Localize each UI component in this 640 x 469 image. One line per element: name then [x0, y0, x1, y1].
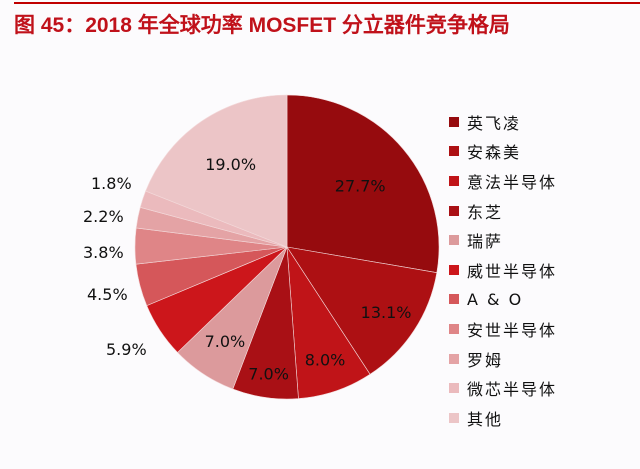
legend-swatch [449, 235, 459, 246]
legend-label: 瑞萨 [467, 232, 504, 252]
legend-label: 罗姆 [467, 350, 504, 370]
legend-label: 东芝 [467, 202, 504, 222]
legend-item-toshiba: 东芝 [449, 196, 557, 226]
legend-swatch [449, 205, 459, 216]
pie-slice [145, 94, 288, 248]
slice-label: 8.0% [305, 350, 346, 369]
legend-item-renesas: 瑞萨 [449, 225, 557, 255]
legend-item-microchip: 微芯半导体 [449, 373, 557, 403]
slice-label-microchip: 1.8% [91, 174, 132, 193]
legend-item-infineon: 英飞凌 [449, 107, 557, 137]
legend-item-ao: A & O [449, 285, 557, 315]
legend-label: 安森美 [467, 143, 522, 163]
chart-title: 图 45：2018 年全球功率 MOSFET 分立器件竞争格局 [14, 14, 510, 37]
slice-label-ao: 4.5% [87, 285, 128, 304]
legend-label: 意法半导体 [467, 172, 558, 192]
legend-swatch [449, 412, 459, 423]
legend-swatch [449, 383, 459, 394]
legend-swatch [449, 146, 459, 157]
legend-swatch [449, 323, 459, 334]
legend-label: 英飞凌 [467, 113, 522, 133]
legend: 英飞凌 安森美 意法半导体 东芝 瑞萨 威世半导体 A & O 安世半导体 罗姆… [449, 107, 557, 433]
legend-swatch [449, 294, 459, 305]
legend-label: 威世半导体 [467, 261, 558, 281]
legend-label: A & O [467, 289, 524, 309]
title-rule [14, 2, 640, 4]
legend-item-others: 其他 [449, 403, 557, 433]
legend-swatch [449, 353, 459, 364]
legend-swatch [449, 264, 459, 275]
legend-item-vishay: 威世半导体 [449, 255, 557, 285]
slice-label: 7.0% [248, 364, 289, 383]
slice-label: 27.7% [335, 176, 386, 195]
slice-label-nexperia: 3.8% [83, 243, 124, 262]
legend-label: 其他 [467, 409, 504, 429]
slice-label-vishay: 5.9% [106, 340, 147, 359]
pie-slice [286, 246, 438, 375]
legend-swatch [449, 175, 459, 186]
slice-label: 13.1% [361, 303, 412, 322]
slice-label: 19.0% [205, 155, 256, 174]
pie-slice [286, 94, 440, 274]
legend-item-nexperia: 安世半导体 [449, 314, 557, 344]
slice-label: 7.0% [205, 332, 246, 351]
slice-label-rohm: 2.2% [83, 207, 124, 226]
legend-swatch [449, 116, 459, 127]
legend-item-st: 意法半导体 [449, 166, 557, 196]
legend-label: 微芯半导体 [467, 380, 558, 400]
legend-label: 安世半导体 [467, 320, 558, 340]
legend-item-rohm: 罗姆 [449, 344, 557, 374]
legend-item-onsemi: 安森美 [449, 137, 557, 167]
